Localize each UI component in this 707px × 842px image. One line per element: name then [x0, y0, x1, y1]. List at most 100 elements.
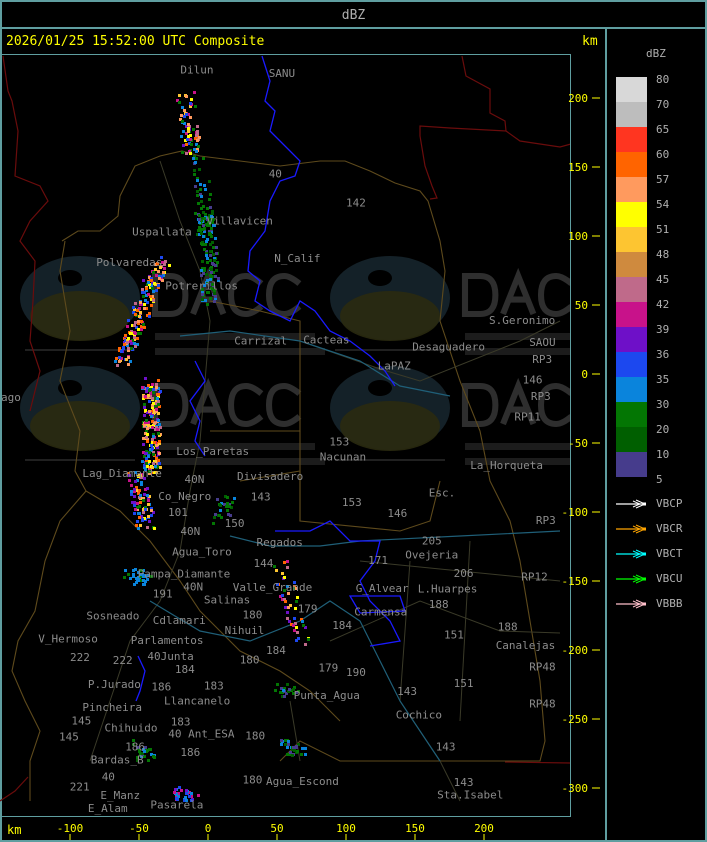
echo-pixel: [151, 438, 154, 441]
echo-pixel: [217, 277, 220, 280]
echo-pixel: [208, 232, 211, 235]
echo-pixel: [188, 791, 191, 794]
echo-pixel: [202, 157, 205, 160]
echo-pixel: [145, 457, 148, 460]
echo-pixel: [141, 518, 144, 521]
place-label: 143: [436, 740, 456, 753]
map-title: 2026/01/25 15:52:00 UTC Composite: [6, 34, 265, 49]
radar-map[interactable]: Dilun SANU 40 142 Villavicen Uspallata Polvare…: [0, 54, 571, 817]
echo-pixel: [274, 689, 277, 692]
legend-label: 20: [656, 423, 670, 436]
echo-pixel: [135, 581, 138, 584]
echo-pixel: [133, 324, 136, 327]
echo-pixel: [150, 415, 153, 418]
echo-pixel: [192, 157, 195, 160]
echo-pixel: [147, 499, 150, 502]
echo-pixel: [145, 462, 148, 465]
echo-pixel: [175, 793, 178, 796]
echo-pixel: [215, 246, 218, 249]
echo-pixel: [144, 387, 147, 390]
echo-pixel: [200, 269, 203, 272]
echo-pixel: [143, 303, 146, 306]
echo-pixel: [118, 347, 121, 350]
echo-pixel: [304, 753, 307, 756]
echo-pixel: [185, 143, 188, 146]
echo-pixel: [291, 754, 294, 757]
echo-pixel: [185, 799, 188, 802]
echo-pixel: [146, 494, 149, 497]
echo-pixel: [142, 323, 145, 326]
echo-pixel: [301, 620, 304, 623]
echo-pixel: [138, 307, 141, 310]
place-label: Regados: [257, 536, 303, 549]
echo-pixel: [158, 440, 161, 443]
echo-pixel: [144, 452, 147, 455]
echo-pixel: [280, 739, 283, 742]
echo-pixel: [157, 284, 160, 287]
echo-pixel: [151, 466, 154, 469]
echo-pixel: [280, 743, 283, 746]
echo-pixel: [136, 502, 139, 505]
echo-pixel: [140, 569, 143, 572]
echo-pixel: [153, 397, 156, 400]
echo-pixel: [152, 511, 155, 514]
echo-pixel: [210, 215, 213, 218]
echo-pixel: [145, 423, 148, 426]
echo-pixel: [129, 340, 132, 343]
echo-pixel: [138, 489, 141, 492]
echo-pixel: [146, 314, 149, 317]
place-label: 183: [204, 680, 224, 693]
echo-pixel: [148, 315, 151, 318]
echo-pixel: [273, 565, 276, 568]
echo-pixel: [135, 489, 138, 492]
echo-pixel: [206, 261, 209, 264]
echo-pixel: [209, 250, 212, 253]
echo-pixel: [283, 695, 286, 698]
echo-pixel: [193, 148, 196, 151]
echo-pixel: [154, 465, 157, 468]
echo-pixel: [131, 501, 134, 504]
place-label: Pampa_Diamante: [138, 567, 231, 580]
echo-pixel: [176, 798, 179, 801]
echo-pixel: [206, 218, 209, 221]
echo-pixel: [198, 136, 201, 139]
echo-pixel: [198, 218, 201, 221]
echo-pixel: [150, 284, 153, 287]
echo-pixel: [216, 498, 219, 501]
echo-pixel: [195, 157, 198, 160]
echo-pixel: [173, 791, 176, 794]
legend-label: 60: [656, 148, 670, 161]
echo-pixel: [187, 130, 190, 133]
echo-pixel: [199, 188, 202, 191]
echo-pixel: [211, 212, 214, 215]
echo-pixel: [212, 246, 215, 249]
echo-pixel: [212, 253, 215, 256]
echo-pixel: [154, 428, 157, 431]
echo-pixel: [149, 392, 152, 395]
echo-pixel: [133, 512, 136, 515]
legend-swatch-30: [616, 402, 647, 427]
echo-pixel: [198, 221, 201, 224]
echo-pixel: [141, 291, 144, 294]
echo-pixel: [148, 460, 151, 463]
radar-name: VBCP: [656, 497, 683, 510]
radar-name: VBCR: [656, 522, 683, 535]
echo-pixel: [202, 224, 205, 227]
echo-pixel: [203, 230, 206, 233]
place-label: 143: [251, 491, 271, 504]
place-label: Nacunan: [320, 451, 366, 464]
echo-pixel: [206, 257, 209, 260]
place-label: E_Alam: [88, 802, 128, 815]
echo-pixel: [149, 286, 152, 289]
place-label: 188: [429, 598, 449, 611]
echo-pixel: [124, 334, 127, 337]
echo-pixel: [159, 426, 162, 429]
legend-label: 36: [656, 348, 670, 361]
echo-pixel: [140, 325, 143, 328]
echo-pixel: [201, 260, 204, 263]
echo-pixel: [211, 283, 214, 286]
echo-pixel: [126, 341, 129, 344]
echo-pixel: [211, 218, 214, 221]
echo-pixel: [155, 289, 158, 292]
place-label: Parlamentos: [131, 634, 204, 647]
